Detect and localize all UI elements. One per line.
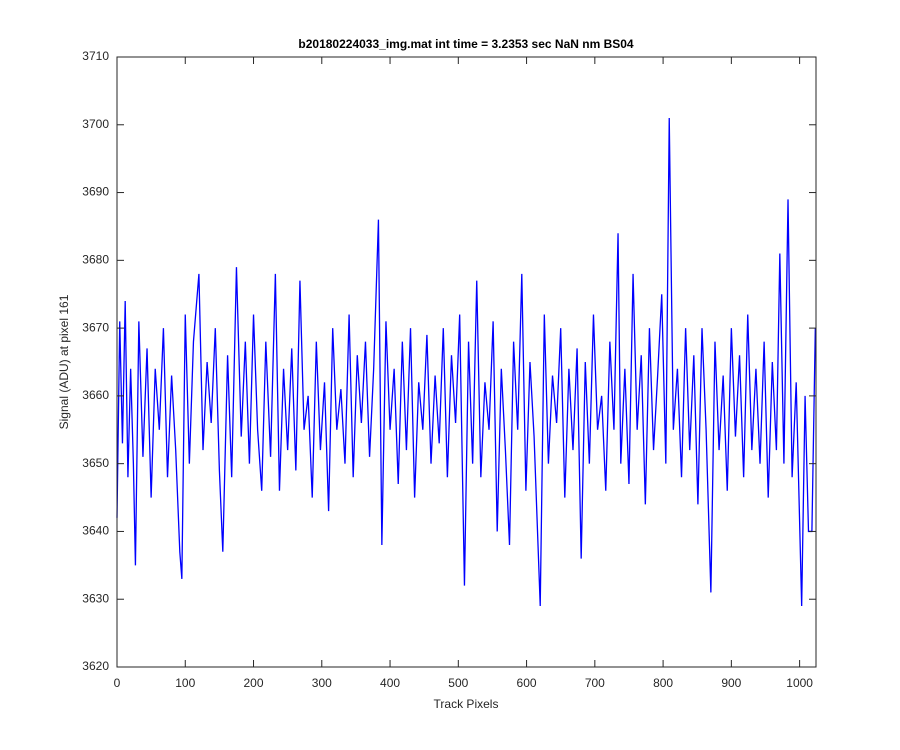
x-tick-label: 1000 xyxy=(786,676,813,690)
x-tick-label: 400 xyxy=(380,676,400,690)
y-tick-label: 3710 xyxy=(82,49,109,63)
x-tick-label: 800 xyxy=(653,676,673,690)
y-tick-label: 3630 xyxy=(82,591,109,605)
plot-area xyxy=(116,117,816,607)
x-tick-label: 100 xyxy=(175,676,195,690)
y-axis-label: Signal (ADU) at pixel 161 xyxy=(57,294,71,429)
x-tick-label: 0 xyxy=(114,676,121,690)
y-tick-label: 3620 xyxy=(82,659,109,673)
y-tick-label: 3650 xyxy=(82,456,109,470)
y-tick-label: 3700 xyxy=(82,117,109,131)
axes-box xyxy=(116,56,817,668)
y-tick-label: 3680 xyxy=(82,253,109,267)
x-tick-label: 600 xyxy=(517,676,537,690)
data-line xyxy=(116,117,816,607)
chart-title: b20180224033_img.mat int time = 3.2353 s… xyxy=(298,37,634,51)
x-tick-label: 200 xyxy=(244,676,264,690)
y-tick-label: 3690 xyxy=(82,185,109,199)
x-tick-label: 700 xyxy=(585,676,605,690)
x-tick-label: 900 xyxy=(721,676,741,690)
x-tick-label: 300 xyxy=(312,676,332,690)
y-tick-label: 3640 xyxy=(82,524,109,538)
x-tick-label: 500 xyxy=(448,676,468,690)
y-tick-label: 3660 xyxy=(82,388,109,402)
y-tick-label: 3670 xyxy=(82,320,109,334)
x-axis-label: Track Pixels xyxy=(434,697,499,711)
